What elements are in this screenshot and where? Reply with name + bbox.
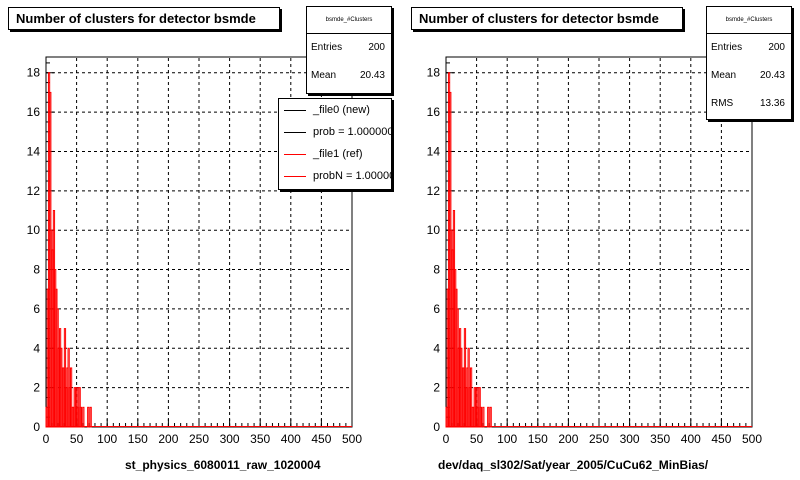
legend-entry-file1: _file1 (ref) xyxy=(279,143,391,165)
left-x-tick-label-100: 100 xyxy=(97,432,117,446)
left-stats-mean-label: Mean xyxy=(311,70,337,81)
right-y-tick-label-6: 6 xyxy=(433,302,440,316)
legend-swatch-file1 xyxy=(284,154,306,155)
left-y-tick-label-6: 6 xyxy=(33,302,40,316)
right-x-tick-label-50: 50 xyxy=(470,432,484,446)
right-x-tick-label-250: 250 xyxy=(589,432,609,446)
left-x-tick-label-400: 400 xyxy=(281,432,301,446)
legend-entry-prob: prob = 1.000000 xyxy=(279,121,391,143)
left-stats-entries-label: Entries xyxy=(311,42,343,53)
right-stats-rms: RMS 13.36 xyxy=(707,90,791,118)
left-stats-name: bsmde_#Clusters xyxy=(307,7,391,34)
left-y-tick-label-8: 8 xyxy=(33,263,40,277)
left-legend: _file0 (new) prob = 1.000000 _file1 (ref… xyxy=(278,98,392,190)
right-x-tick-label-150: 150 xyxy=(528,432,548,446)
right-stats-entries-value: 200 xyxy=(768,42,785,53)
right-x-tick-label-0: 0 xyxy=(443,432,450,446)
legend-entry-file0: _file0 (new) xyxy=(279,99,391,121)
right-stats-mean-label: Mean xyxy=(711,70,737,81)
right-stats-rms-value: 13.36 xyxy=(759,98,785,109)
right-x-tick-label-400: 400 xyxy=(681,432,701,446)
right-x-tick-label-100: 100 xyxy=(497,432,517,446)
right-y-tick-label-14: 14 xyxy=(427,144,441,158)
right-x-tick-label-500: 500 xyxy=(742,432,762,446)
left-x-tick-label-0: 0 xyxy=(43,432,50,446)
left-y-tick-label-10: 10 xyxy=(27,223,41,237)
right-y-tick-label-2: 2 xyxy=(433,381,440,395)
right-y-tick-label-8: 8 xyxy=(433,263,440,277)
right-stats-entries: Entries 200 xyxy=(707,34,791,62)
left-y-tick-label-4: 4 xyxy=(33,341,40,355)
right-y-tick-label-4: 4 xyxy=(433,341,440,355)
right-y-tick-label-0: 0 xyxy=(433,420,440,434)
right-stats-name: bsmde_#Clusters xyxy=(707,7,791,34)
left-x-tick-label-450: 450 xyxy=(311,432,331,446)
left-stats-entries-value: 200 xyxy=(368,42,385,53)
legend-label-probn: probN = 1.000000 xyxy=(313,170,391,182)
right-y-tick-label-12: 12 xyxy=(427,184,441,198)
left-plot-title: Number of clusters for detector bsmde xyxy=(8,7,280,30)
right-stats-entries-label: Entries xyxy=(711,42,743,53)
left-x-tick-label-250: 250 xyxy=(189,432,209,446)
legend-swatch-probn xyxy=(284,176,306,177)
right-y-tick-label-10: 10 xyxy=(427,223,441,237)
left-y-tick-label-0: 0 xyxy=(33,420,40,434)
left-x-tick-label-200: 200 xyxy=(158,432,178,446)
left-y-tick-label-14: 14 xyxy=(27,144,41,158)
legend-label-file1: _file1 (ref) xyxy=(313,148,363,160)
left-y-tick-label-2: 2 xyxy=(33,381,40,395)
right-x-axis-label: dev/daq_sl302/Sat/year_2005/CuCu62_MinBi… xyxy=(438,458,709,472)
right-stats-box: bsmde_#Clusters Entries 200 Mean 20.43 R… xyxy=(706,6,792,120)
left-x-tick-label-500: 500 xyxy=(342,432,362,446)
left-x-axis-label: st_physics_6080011_raw_1020004 xyxy=(125,458,321,472)
right-stats-mean: Mean 20.43 xyxy=(707,62,791,90)
left-stats-mean-value: 20.43 xyxy=(359,70,385,81)
left-x-tick-label-150: 150 xyxy=(128,432,148,446)
right-x-tick-label-450: 450 xyxy=(711,432,731,446)
legend-label-prob: prob = 1.000000 xyxy=(313,126,392,138)
legend-entry-probn: probN = 1.000000 xyxy=(279,165,391,187)
left-stats-entries: Entries 200 xyxy=(307,34,391,62)
left-y-tick-label-18: 18 xyxy=(27,66,41,80)
left-stats-box: bsmde_#Clusters Entries 200 Mean 20.43 xyxy=(306,6,392,94)
legend-swatch-file0 xyxy=(284,110,306,111)
right-stats-rms-label: RMS xyxy=(711,98,734,109)
right-x-tick-label-300: 300 xyxy=(620,432,640,446)
legend-swatch-prob xyxy=(284,132,306,133)
left-stats-mean: Mean 20.43 xyxy=(307,62,391,90)
right-plot-title: Number of clusters for detector bsmde xyxy=(411,7,683,30)
right-x-tick-label-200: 200 xyxy=(558,432,578,446)
right-y-tick-label-16: 16 xyxy=(427,105,441,119)
right-y-tick-label-18: 18 xyxy=(427,66,441,80)
left-x-tick-label-300: 300 xyxy=(220,432,240,446)
right-stats-mean-value: 20.43 xyxy=(759,70,785,81)
right-x-tick-label-350: 350 xyxy=(650,432,670,446)
left-y-tick-label-16: 16 xyxy=(27,105,41,119)
left-x-tick-label-50: 50 xyxy=(70,432,84,446)
left-y-tick-label-12: 12 xyxy=(27,184,41,198)
left-x-tick-label-350: 350 xyxy=(250,432,270,446)
legend-label-file0: _file0 (new) xyxy=(313,104,370,116)
